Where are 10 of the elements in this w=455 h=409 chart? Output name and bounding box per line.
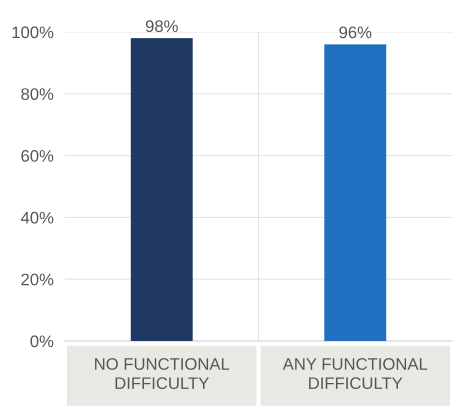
y-tick-label: 60% bbox=[21, 150, 54, 162]
y-tick-label: 40% bbox=[20, 212, 54, 224]
y-tick-label: 100% bbox=[12, 26, 54, 38]
data-label: 98% bbox=[146, 20, 178, 32]
x-tick-label: NO FUNCTIONAL DIFFICULTY bbox=[95, 358, 230, 390]
y-tick-label: 0% bbox=[30, 335, 54, 348]
x-tick-label: ANY FUNCTIONAL DIFFICULTY bbox=[282, 358, 428, 390]
y-tick-label: 20% bbox=[21, 274, 54, 286]
data-label: 96% bbox=[339, 26, 372, 38]
y-tick-label: 80% bbox=[21, 88, 54, 100]
